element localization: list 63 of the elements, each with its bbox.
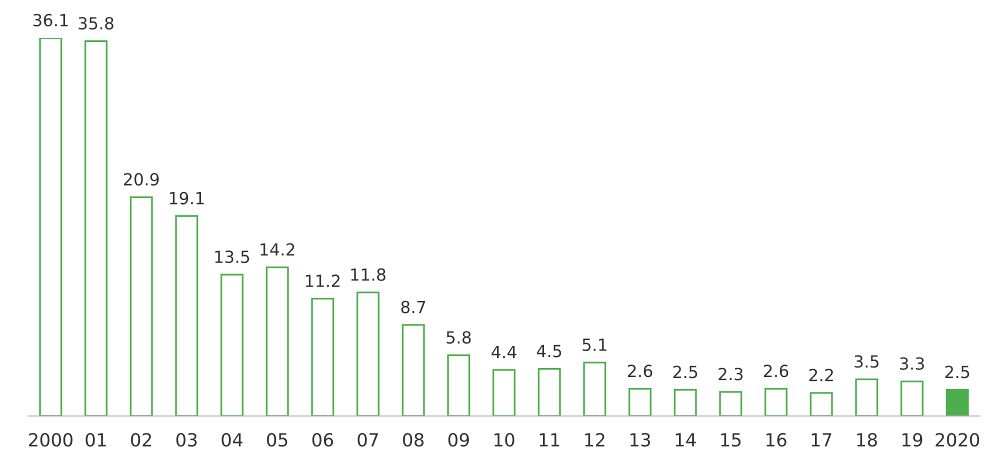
data-label: 3.5 xyxy=(854,355,878,368)
x-tick-label: 04 xyxy=(222,432,242,447)
bar xyxy=(492,369,516,416)
bar xyxy=(311,298,334,416)
x-tick-label: 16 xyxy=(766,432,786,447)
bar xyxy=(447,354,470,416)
data-label: 8.7 xyxy=(401,300,426,314)
bar xyxy=(946,388,969,416)
bar xyxy=(855,378,878,416)
data-label: 11.8 xyxy=(351,268,386,281)
data-label: 2.2 xyxy=(809,368,833,382)
x-tick-label: 15 xyxy=(721,433,741,447)
data-label: 2.5 xyxy=(945,366,970,378)
bar xyxy=(583,362,606,416)
x-tick-label: 01 xyxy=(86,432,106,447)
x-tick-label: 10 xyxy=(494,432,514,447)
x-tick-label: 2000 xyxy=(29,432,72,447)
data-label: 2.3 xyxy=(718,368,743,380)
x-tick-label: 11 xyxy=(540,433,560,446)
x-tick-label: 05 xyxy=(267,432,288,447)
bar xyxy=(220,274,244,416)
data-label: 36.1 xyxy=(33,14,68,26)
bar xyxy=(764,388,788,416)
x-tick-label: 13 xyxy=(630,432,650,447)
x-tick-label: 12 xyxy=(585,432,604,446)
bar xyxy=(356,292,380,416)
bar xyxy=(84,40,108,416)
x-tick-label: 08 xyxy=(403,432,424,447)
data-label: 35.8 xyxy=(78,16,114,30)
bar xyxy=(719,391,742,416)
x-tick-label: 06 xyxy=(312,432,334,447)
x-tick-label: 03 xyxy=(176,432,197,447)
bar xyxy=(674,388,697,416)
x-tick-label: 19 xyxy=(902,432,922,447)
bar xyxy=(39,38,62,416)
x-tick-label: 14 xyxy=(676,433,696,446)
bar xyxy=(130,196,153,416)
data-label: 11.2 xyxy=(306,274,340,287)
x-tick-label: 07 xyxy=(358,432,378,447)
x-tick-label: 17 xyxy=(812,433,832,446)
data-label: 5.1 xyxy=(582,338,606,352)
bar xyxy=(900,380,924,416)
bar xyxy=(175,215,198,416)
data-label: 2.6 xyxy=(764,364,788,378)
data-label: 4.5 xyxy=(536,344,562,358)
data-label: 14.2 xyxy=(260,243,294,256)
data-label: 5.8 xyxy=(446,331,471,344)
bar xyxy=(628,388,652,416)
data-label: 2.6 xyxy=(628,364,652,378)
data-label: 4.4 xyxy=(492,346,516,358)
bar xyxy=(538,368,561,416)
data-label: 20.9 xyxy=(124,172,159,186)
bar xyxy=(810,392,833,416)
bar xyxy=(266,266,289,416)
x-tick-label: 18 xyxy=(857,432,877,447)
data-label: 2.5 xyxy=(673,366,698,378)
data-label: 19.1 xyxy=(170,192,204,204)
data-label: 13.5 xyxy=(215,250,250,264)
x-tick-label: 02 xyxy=(131,432,152,447)
x-tick-label: 09 xyxy=(448,432,469,447)
x-tick-label: 2020 xyxy=(936,432,980,447)
bar xyxy=(402,324,425,416)
data-label: 3.3 xyxy=(900,357,924,370)
